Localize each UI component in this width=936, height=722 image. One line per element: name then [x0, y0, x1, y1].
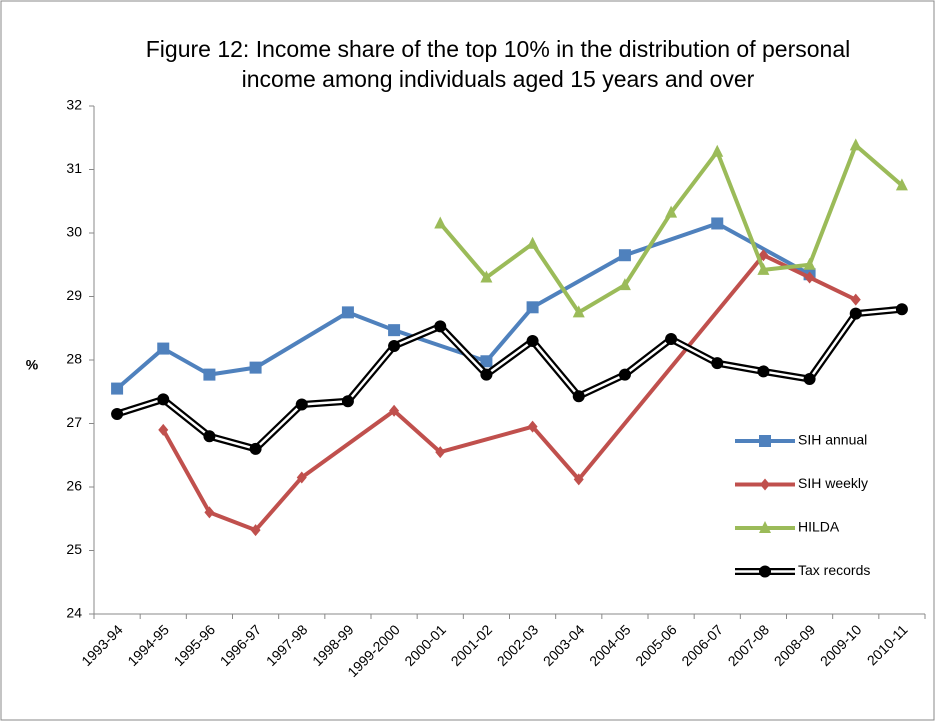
legend-label: HILDA	[798, 519, 840, 535]
marker	[203, 368, 216, 381]
legend-marker	[759, 565, 771, 578]
legend-marker	[759, 521, 771, 533]
marker	[388, 340, 401, 353]
gap-connector	[300, 409, 396, 480]
marker	[757, 262, 770, 275]
y-axis-label: %	[26, 357, 39, 373]
marker	[711, 217, 724, 230]
marker	[341, 306, 354, 319]
marker	[895, 303, 908, 316]
marker	[711, 144, 724, 157]
marker	[895, 178, 908, 191]
gap-connector	[577, 253, 765, 481]
marker	[435, 446, 446, 459]
marker	[341, 395, 354, 408]
line	[161, 253, 857, 533]
series: HILDA	[434, 138, 908, 535]
y-tick-label: 31	[66, 160, 82, 176]
gap-connector	[531, 253, 626, 310]
marker	[618, 278, 631, 291]
legend-label: Tax records	[798, 562, 870, 578]
marker	[480, 368, 493, 381]
marker	[434, 320, 447, 333]
marker	[573, 473, 584, 486]
y-tick-label: 28	[66, 351, 82, 367]
marker	[295, 398, 308, 411]
legend-label: SIH annual	[798, 432, 867, 448]
marker	[158, 423, 169, 436]
marker	[526, 334, 539, 347]
marker	[618, 249, 631, 262]
marker	[111, 382, 124, 395]
marker	[249, 361, 262, 374]
marker	[203, 430, 216, 443]
marker	[157, 393, 170, 406]
marker	[389, 404, 400, 417]
marker	[665, 205, 678, 218]
marker	[526, 301, 539, 314]
legend-marker	[760, 478, 770, 491]
marker	[618, 368, 631, 381]
line-inner	[116, 307, 903, 451]
marker	[388, 324, 401, 337]
marker	[526, 236, 539, 249]
y-tick-label: 26	[66, 478, 82, 494]
y-tick-label: 29	[66, 287, 82, 303]
marker	[665, 333, 678, 346]
y-tick-label: 25	[66, 541, 82, 557]
marker	[803, 373, 816, 386]
y-tick-label: 32	[66, 97, 82, 113]
marker	[111, 407, 124, 420]
marker	[849, 138, 862, 151]
marker	[757, 365, 770, 378]
y-tick-label: 24	[66, 605, 82, 621]
marker	[250, 524, 261, 537]
marker	[527, 420, 538, 433]
gap-connector	[624, 221, 718, 258]
marker	[711, 357, 724, 370]
marker	[434, 216, 447, 229]
y-tick-label: 27	[66, 414, 82, 430]
series: Tax records	[111, 303, 908, 578]
y-tick-label: 30	[66, 224, 82, 240]
marker	[249, 442, 262, 455]
marker	[480, 355, 493, 368]
marker	[850, 293, 861, 306]
marker	[296, 471, 307, 484]
marker	[572, 305, 585, 318]
gap-connector	[254, 310, 349, 370]
marker	[204, 506, 215, 519]
marker	[804, 271, 815, 284]
legend-label: SIH weekly	[798, 475, 868, 491]
gap-connector	[439, 424, 534, 455]
marker	[572, 390, 585, 403]
series: SIH weekly	[158, 249, 868, 537]
marker	[803, 257, 816, 270]
marker	[480, 270, 493, 283]
marker	[849, 307, 862, 320]
legend-marker	[759, 435, 771, 447]
marker	[157, 342, 170, 355]
chart-title: Figure 12: Income share of the top 10% i…	[145, 36, 851, 92]
